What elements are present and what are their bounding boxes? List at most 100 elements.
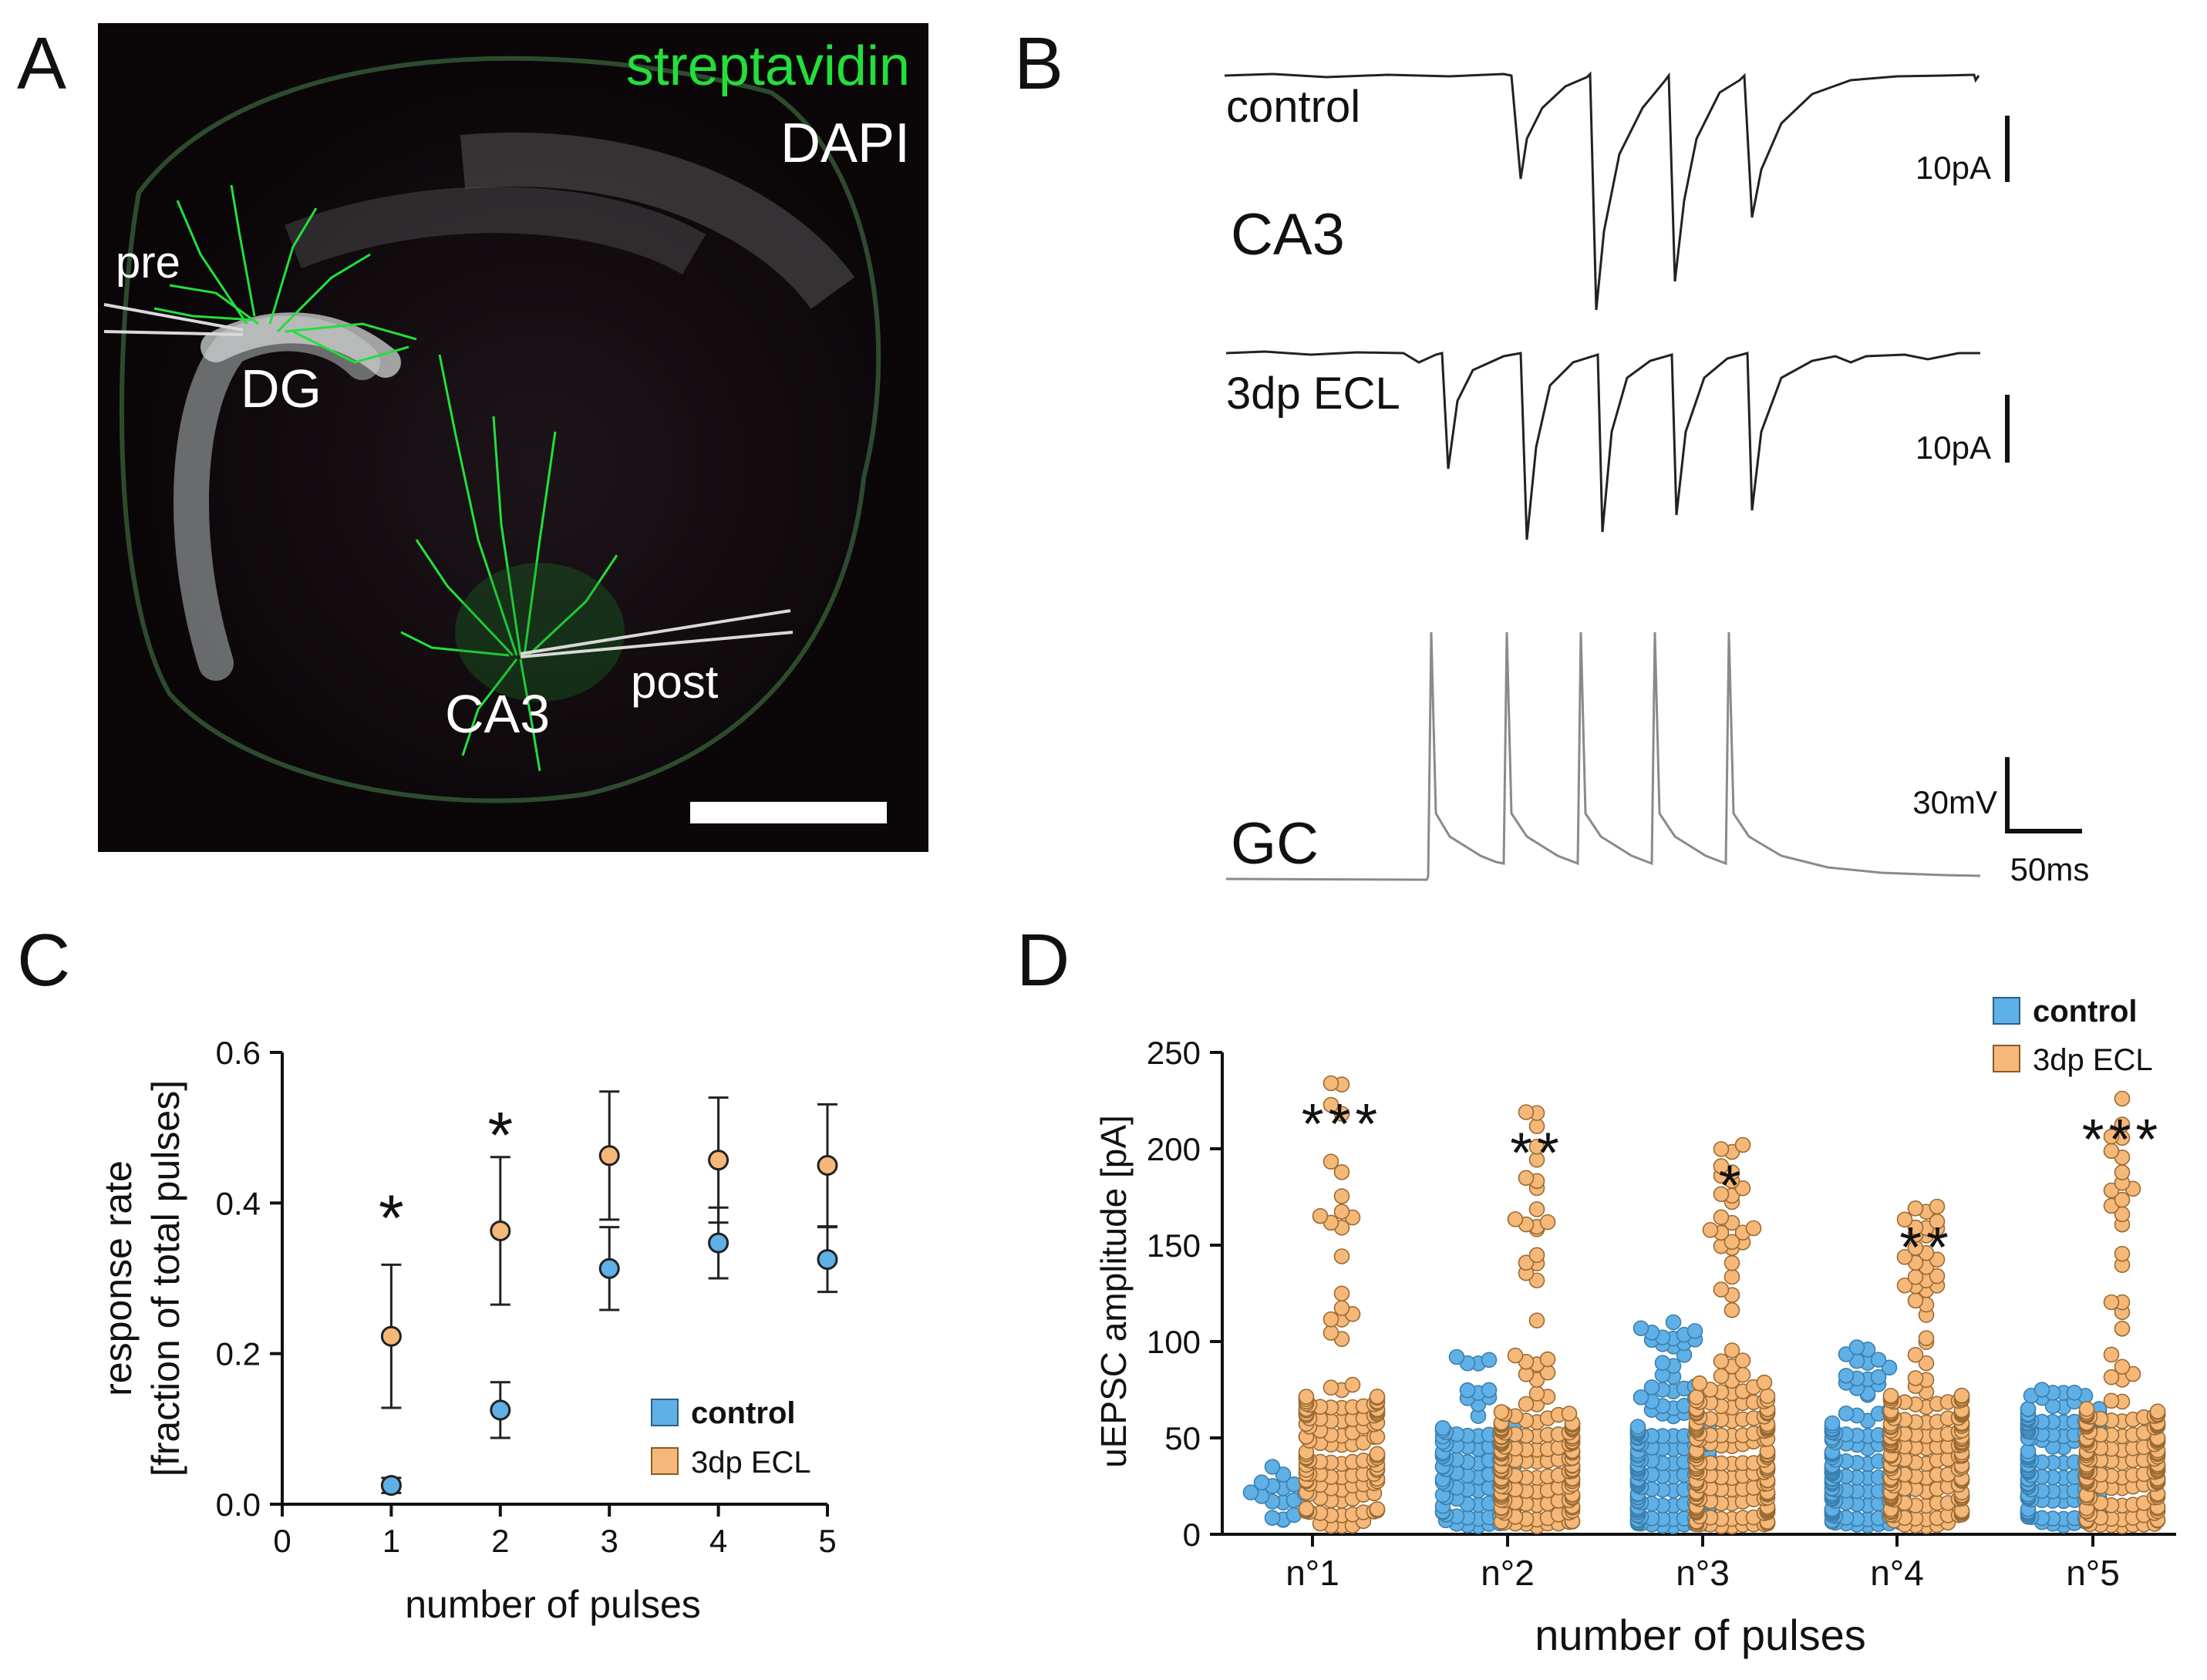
region-label-ca3: CA3: [1231, 202, 1345, 268]
d-point-ecl: [2124, 1365, 2141, 1382]
d-point-ecl: [2103, 1128, 2120, 1145]
d-point-ecl: [1907, 1219, 1924, 1236]
c-point-ecl: [598, 1145, 620, 1167]
d-point-ecl: [1312, 1207, 1329, 1224]
d-point-ecl: [1759, 1388, 1776, 1405]
d-point-ecl: [1333, 1300, 1350, 1316]
d-point-ecl: [2103, 1369, 2120, 1385]
dg-granule-cell: [153, 184, 417, 364]
c-x-tick-label: 3: [601, 1523, 618, 1559]
d-significance: **: [1510, 1121, 1564, 1185]
d-point-ecl: [1907, 1370, 1924, 1386]
d-point-ecl: [1561, 1406, 1578, 1422]
d-legend: control 3dp ECL: [1993, 995, 2153, 1077]
d-point-control: [1264, 1510, 1281, 1527]
d-point-ecl: [1323, 1153, 1339, 1170]
d-point-ecl: [1518, 1170, 1535, 1187]
d-point-ecl: [1918, 1330, 1935, 1347]
d-point-ecl: [1344, 1376, 1361, 1393]
d-x-tick-label: n°4: [1870, 1553, 1924, 1593]
d-point-ecl: [1528, 1139, 1545, 1155]
d-point-ecl: [1734, 1180, 1751, 1197]
trace-label-ecl: 3dp ECL: [1226, 369, 1400, 419]
d-point-ecl: [1369, 1501, 1386, 1517]
c-x-tick-label: 2: [491, 1523, 509, 1559]
d-y-tick-label: 200: [1147, 1131, 1201, 1167]
c-point-control: [598, 1257, 620, 1279]
d-point-ecl: [1528, 1312, 1545, 1328]
d-point-ecl: [2114, 1358, 2131, 1375]
d-y-label: uEPSC amplitude [pA]: [1093, 1115, 1134, 1468]
d-significance: ***: [2082, 1107, 2162, 1171]
d-point-control: [1459, 1382, 1476, 1399]
d-point-control: [1481, 1382, 1498, 1399]
d-point-ecl: [1493, 1404, 1510, 1420]
d-point-control: [1643, 1379, 1660, 1396]
c-legend-swatch-ecl: [651, 1447, 679, 1475]
electrophysiology-traces: control CA3 3dp ECL GC 10pA 10pA 30mV 50…: [1224, 71, 2089, 887]
d-point-control: [1870, 1369, 1887, 1385]
d-point-ecl: [1713, 1158, 1730, 1174]
d-legend-swatch-control: [1993, 997, 2020, 1025]
scale-label-current-1: 10pA: [1916, 150, 1991, 186]
label-pre: pre: [116, 237, 180, 288]
ecl-trace: [1225, 350, 1980, 540]
d-point-ecl: [1882, 1388, 1899, 1404]
d-point-ecl: [1507, 1347, 1524, 1364]
micrograph: streptavidin DAPI pre DG CA3 post: [98, 23, 928, 852]
nuclei-band-2: [285, 187, 706, 275]
d-point-ecl: [1518, 1396, 1535, 1412]
stain-streptavidin: streptavidin: [626, 35, 910, 97]
d-point-ecl: [1691, 1375, 1708, 1392]
d-point-ecl: [1369, 1389, 1386, 1405]
c-y-tick-label: 0.6: [216, 1035, 261, 1071]
c-legend-label-ecl: 3dp ECL: [691, 1446, 811, 1480]
d-point-control: [2066, 1385, 2083, 1401]
c-significance-star: *: [379, 1181, 404, 1254]
d-point-ecl: [1539, 1351, 1556, 1368]
panel-label-a: A: [17, 22, 66, 105]
d-y-tick-label: 150: [1147, 1227, 1201, 1264]
d-y-tick-label: 50: [1164, 1420, 1201, 1456]
control-trace: [1224, 71, 1980, 311]
d-point-control: [1824, 1415, 1841, 1432]
c-y-label-line2: [fraction of total pulses]: [144, 1080, 187, 1476]
d-point-ecl: [1518, 1104, 1535, 1120]
nuclei-band: [460, 133, 855, 310]
ca3-pyramidal-cell: [400, 354, 618, 772]
c-point-control: [708, 1232, 729, 1254]
d-point-ecl: [2114, 1116, 2131, 1133]
d-point-ecl: [1333, 1106, 1350, 1122]
d-point-control: [1275, 1466, 1292, 1483]
c-legend-label-control: control: [691, 1396, 796, 1430]
d-point-ecl: [1518, 1254, 1535, 1271]
label-post: post: [631, 656, 719, 708]
c-point-ecl: [380, 1325, 402, 1347]
d-point-control: [1838, 1406, 1855, 1422]
scale-label-current-2: 10pA: [1916, 429, 1991, 466]
d-point-ecl: [1734, 1136, 1751, 1153]
tissue-slice: [121, 58, 879, 801]
d-point-control: [1633, 1389, 1649, 1406]
d-point-control: [2020, 1401, 2037, 1417]
ca3-green-glow: [455, 563, 625, 702]
d-point-control: [1686, 1323, 1703, 1339]
slice-outline: [119, 56, 881, 803]
d-point-ecl: [1723, 1342, 1740, 1358]
d-point-ecl: [1333, 1248, 1350, 1264]
stain-dapi: DAPI: [780, 113, 910, 174]
d-significance: *: [1719, 1153, 1746, 1217]
d-point-control: [1264, 1459, 1281, 1475]
c-x-tick-label: 1: [382, 1523, 400, 1559]
d-point-ecl: [1723, 1268, 1740, 1285]
d-point-control: [1629, 1419, 1646, 1435]
c-x-tick-label: 4: [709, 1523, 727, 1559]
d-point-ecl: [1929, 1268, 1946, 1284]
d-point-ecl: [1323, 1075, 1339, 1092]
d-point-ecl: [1333, 1188, 1350, 1204]
d-point-ecl: [1713, 1209, 1730, 1226]
d-point-control: [1253, 1474, 1270, 1490]
c-point-ecl: [490, 1220, 511, 1241]
panel-label-c: C: [17, 919, 70, 1002]
